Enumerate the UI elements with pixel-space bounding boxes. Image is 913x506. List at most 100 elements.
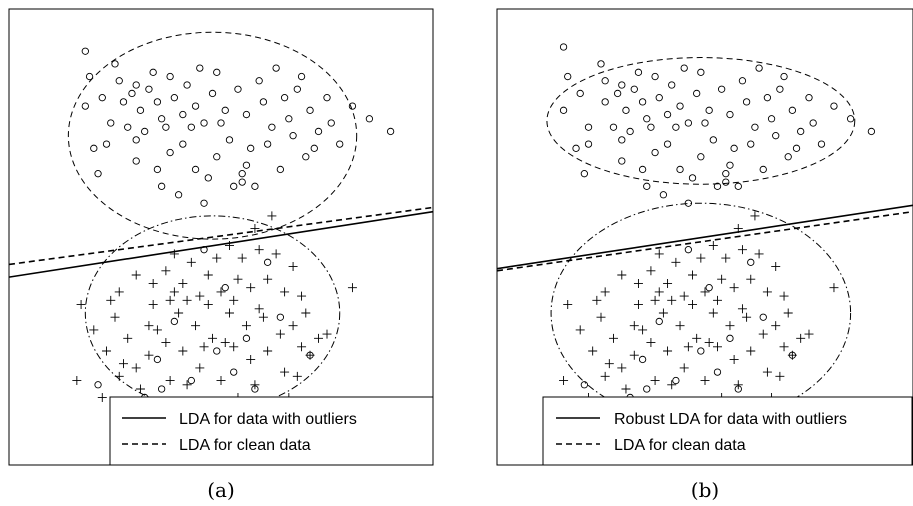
plus-point: [314, 333, 324, 343]
plus-point: [633, 278, 643, 288]
circle-point: [336, 140, 344, 148]
circle-point: [647, 123, 655, 131]
circle-point: [174, 191, 183, 199]
plus-point: [89, 325, 99, 335]
circle-point: [327, 119, 335, 127]
plus-point: [212, 253, 222, 263]
circle-point: [726, 334, 734, 342]
plus-point: [186, 257, 196, 267]
plus-point: [301, 308, 311, 318]
circle-point: [247, 144, 255, 152]
circle-point: [365, 115, 374, 123]
plus-point: [783, 308, 793, 318]
circle-point: [784, 153, 792, 161]
circle-point: [672, 123, 680, 131]
circle-point: [643, 115, 651, 123]
plus-point: [208, 333, 218, 343]
plus-point: [737, 245, 747, 255]
circle-point: [263, 258, 272, 266]
circle-point: [166, 148, 174, 157]
circle-point: [145, 85, 153, 93]
circle-point: [81, 102, 89, 110]
circle-point: [846, 115, 855, 123]
plus-point: [191, 321, 201, 331]
plus-point: [688, 300, 698, 310]
circle-point: [136, 106, 145, 114]
circle-point: [170, 94, 179, 102]
circle-point: [722, 178, 730, 186]
circle-point: [251, 182, 259, 190]
plus-point: [131, 363, 141, 373]
legend-label: Robust LDA for data with outliers: [614, 411, 847, 428]
plus-point: [220, 338, 230, 348]
plus-point: [169, 287, 179, 297]
solid-decision-line: [496, 204, 913, 270]
plus-point: [131, 270, 141, 280]
circle-point: [348, 102, 357, 110]
circle-point: [663, 140, 672, 148]
circle-point: [115, 77, 123, 85]
circle-point: [830, 102, 838, 110]
circle-point: [618, 157, 626, 165]
plus-point: [729, 354, 739, 364]
circle-point: [297, 72, 306, 81]
plus-point: [754, 249, 764, 259]
circle-point: [805, 94, 813, 102]
legend-label: LDA for clean data: [614, 437, 746, 454]
plus-point: [646, 338, 656, 348]
plus-point: [575, 325, 585, 335]
plus-point: [708, 240, 718, 250]
circle-point: [162, 123, 170, 131]
circle-point: [618, 81, 626, 89]
plus-point: [700, 376, 710, 386]
plus-point: [737, 304, 747, 314]
circle-point: [166, 72, 174, 81]
circle-point: [738, 77, 747, 85]
plus-point: [675, 321, 685, 331]
plus-point: [771, 321, 781, 331]
plus-point: [297, 342, 307, 352]
circle-point: [170, 317, 179, 326]
circle-point: [213, 153, 221, 161]
circle-point: [293, 85, 301, 93]
circle-point: [638, 165, 647, 174]
plus-point: [233, 274, 243, 284]
legend-b: Robust LDA for data with outliers LDA fo…: [542, 396, 913, 466]
plus-point: [114, 371, 124, 381]
circle-point: [713, 368, 722, 376]
plus-point: [667, 380, 677, 390]
circle-point: [572, 144, 580, 152]
circle-point: [618, 136, 626, 144]
plus-point: [617, 270, 627, 280]
plus-point: [775, 371, 785, 381]
plus-point: [254, 304, 264, 314]
circle-point: [601, 98, 609, 106]
circle-point: [213, 68, 221, 76]
circle-point: [111, 60, 119, 68]
plus-point: [135, 384, 145, 394]
circle-point: [234, 85, 242, 93]
circle-point: [747, 140, 755, 148]
plus-point: [683, 342, 693, 352]
circle-point: [124, 123, 132, 131]
circle-point: [314, 127, 323, 136]
circle-point: [717, 85, 726, 93]
circle-point: [584, 123, 593, 131]
circle-point: [730, 144, 738, 152]
lines-a: [8, 206, 434, 278]
circle-point: [213, 347, 221, 355]
plus-point: [829, 283, 839, 293]
plus-point: [148, 278, 158, 288]
circle-point: [157, 115, 166, 123]
circle-point: [179, 110, 187, 119]
circle-point: [755, 64, 763, 72]
circle-point: [742, 98, 751, 106]
circle-point: [153, 165, 162, 174]
circle-point: [238, 178, 246, 186]
lines-b: [496, 204, 913, 272]
solid-decision-line: [8, 210, 434, 278]
circle-point: [751, 123, 759, 131]
plus-point: [144, 350, 154, 360]
circle-point: [157, 182, 166, 190]
circle-point: [276, 165, 285, 174]
